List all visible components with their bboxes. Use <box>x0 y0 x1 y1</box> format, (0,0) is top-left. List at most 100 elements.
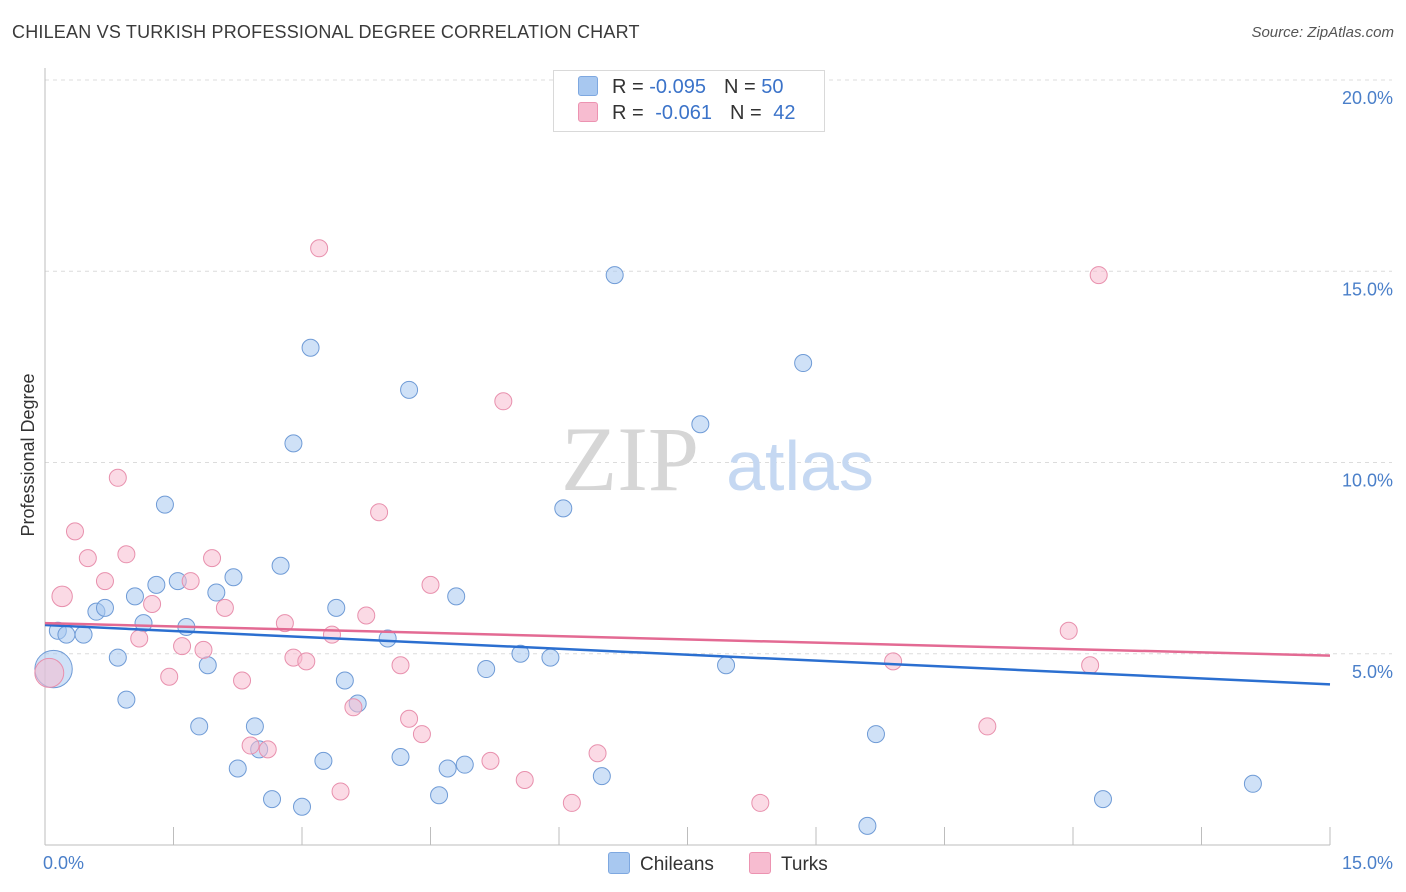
chileans-point <box>400 380 419 399</box>
legend-n-value: 50 <box>761 76 784 98</box>
turks-point <box>412 725 431 744</box>
chileans-point <box>335 671 354 690</box>
chileans-point <box>455 755 474 774</box>
legend-r-value: -0.061 <box>655 102 712 124</box>
chileans-point <box>1243 774 1262 793</box>
chileans-point <box>866 725 885 744</box>
data-points <box>34 239 1262 835</box>
chileans-point <box>327 598 346 617</box>
x-tick-label: 0.0% <box>43 853 84 873</box>
chileans-point <box>155 495 174 514</box>
series-legend: Chileans Turks <box>0 852 1406 878</box>
turks-point <box>370 503 389 522</box>
chileans-point <box>794 354 813 373</box>
turks-legend-swatch <box>749 852 771 874</box>
legend-item-turks: Turks <box>749 852 828 876</box>
turks-point <box>1059 621 1078 640</box>
gridlines <box>45 79 1392 655</box>
turks-trend-line <box>44 621 1331 657</box>
tick-labels: 5.0% 10.0% 15.0% 20.0% 0.0% 15.0% <box>43 88 1393 873</box>
y-tick-label: 5.0% <box>1352 662 1393 682</box>
chileans-legend-swatch <box>608 852 630 874</box>
turks-point <box>391 656 410 675</box>
turks-point <box>400 709 419 728</box>
chileans-point <box>245 717 264 736</box>
turks-point <box>233 671 252 690</box>
axes <box>44 68 1331 846</box>
chileans-point <box>554 499 573 518</box>
chart-title: CHILEAN VS TURKISH PROFESSIONAL DEGREE C… <box>12 22 640 42</box>
turks-point <box>421 575 440 594</box>
chileans-point <box>263 790 282 809</box>
legend-r-label: R = <box>612 102 650 124</box>
turks-point <box>275 614 294 633</box>
stats-legend: R = -0.095 N = 50 R = -0.061 N = 42 <box>553 70 825 132</box>
chileans-point <box>95 598 114 617</box>
turks-point <box>357 606 376 625</box>
chileans-point <box>511 644 530 663</box>
legend-r-value: -0.095 <box>649 76 706 98</box>
turks-point <box>215 598 234 617</box>
chileans-point <box>284 434 303 453</box>
turks-swatch <box>578 102 598 122</box>
legend-item-chileans: Chileans <box>608 852 714 876</box>
chileans-point <box>378 629 397 648</box>
turks-point <box>117 545 136 564</box>
turks-point <box>95 572 114 591</box>
legend-r-label: R = <box>612 76 650 98</box>
chileans-point <box>228 759 247 778</box>
chileans-point <box>271 556 290 575</box>
legend-n-label: N = <box>729 102 768 124</box>
chileans-point <box>592 767 611 786</box>
turks-point <box>65 522 84 541</box>
turks-point <box>310 239 329 258</box>
watermark-atlas: atlas <box>726 427 874 505</box>
turks-point <box>297 652 316 671</box>
chileans-point <box>301 338 320 357</box>
legend-row-chileans: R = -0.095 N = 50 <box>578 76 783 100</box>
turks-point <box>494 392 513 411</box>
chileans-point <box>430 786 449 805</box>
chileans-point <box>147 575 166 594</box>
turks-point <box>751 793 770 812</box>
turks-point <box>481 751 500 770</box>
turks-point <box>322 625 341 644</box>
turks-point <box>1089 266 1108 285</box>
turks-point <box>143 595 162 614</box>
legend-n-label: N = <box>723 76 762 98</box>
watermark-zip: ZIP <box>561 408 699 510</box>
watermark: ZIP atlas <box>561 408 874 510</box>
turks-point <box>978 717 997 736</box>
turks-point <box>160 667 179 686</box>
chileans-point <box>858 816 877 835</box>
chileans-point <box>117 690 136 709</box>
y-tick-label: 10.0% <box>1342 471 1393 491</box>
chileans-point <box>198 656 217 675</box>
chileans-point <box>477 660 496 679</box>
chileans-point <box>293 797 311 816</box>
turks-point <box>130 629 149 648</box>
turks-point <box>258 740 277 759</box>
y-tick-label: 20.0% <box>1342 88 1393 108</box>
turks-point <box>1081 656 1100 675</box>
chileans-point <box>438 759 457 778</box>
chileans-point <box>57 625 76 644</box>
turks-point <box>331 782 350 801</box>
chileans-point <box>224 568 243 587</box>
turks-point <box>173 637 192 656</box>
legend-chileans-label: Chileans <box>640 854 714 875</box>
chileans-point <box>108 648 127 667</box>
legend-turks-label: Turks <box>781 854 828 875</box>
trend-lines <box>44 621 1331 686</box>
turks-point <box>884 652 903 671</box>
turks-point <box>344 698 363 717</box>
turks-point <box>78 549 97 568</box>
chileans-point <box>125 587 144 606</box>
chileans-point <box>190 717 209 736</box>
turks-point <box>34 657 65 688</box>
legend-row-turks: R = -0.061 N = 42 <box>578 102 795 126</box>
chileans-point <box>717 656 736 675</box>
turks-point <box>515 770 534 789</box>
turks-point <box>108 468 127 487</box>
